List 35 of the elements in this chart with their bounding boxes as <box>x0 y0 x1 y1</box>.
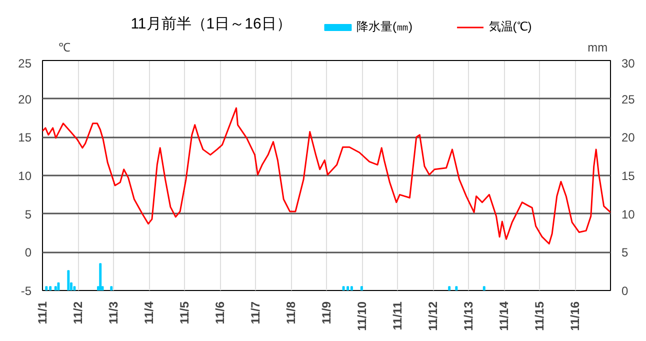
y-axis-title: ℃ <box>58 40 70 54</box>
y-tick-label: 20 <box>18 92 32 106</box>
x-tick-label: 11/12 <box>426 301 440 331</box>
x-tick-label: 11/6 <box>213 301 227 324</box>
x-tick-label: 11/14 <box>497 301 511 331</box>
x-tick-label: 11/2 <box>71 301 85 324</box>
x-tick-label: 11/5 <box>178 301 192 324</box>
x-tick-label: 11/7 <box>248 301 262 324</box>
y-tick-label: 10 <box>18 169 32 183</box>
x-tick-label: 11/9 <box>320 301 334 324</box>
y2-tick-label: 20 <box>622 130 636 145</box>
x-tick-label: 11/1 <box>36 301 50 324</box>
x-tick-label: 11/4 <box>142 301 156 324</box>
x-tick-label: 11/13 <box>462 301 476 331</box>
y-tick-label: -5 <box>20 284 32 298</box>
legend-label: 降水量(㎜) <box>356 20 412 34</box>
y2-tick-label: 0 <box>622 284 628 298</box>
x-tick-label: 11/8 <box>284 301 298 324</box>
chart-title: 11月前半（1日～16日） <box>130 16 292 32</box>
y2-tick-label: 30 <box>622 56 636 70</box>
x-tick-label: 11/10 <box>355 301 369 331</box>
y2-tick-label: 5 <box>622 246 628 260</box>
y2-tick-label: 15 <box>622 169 636 183</box>
x-tick-label: 11/16 <box>568 301 582 331</box>
legend-label: 気温(℃) <box>488 20 532 34</box>
y2-tick-label: 25 <box>622 92 636 106</box>
x-tick-label: 11/3 <box>106 301 120 324</box>
y2-axis-title: mm <box>588 40 608 54</box>
y-tick-label: 5 <box>24 207 32 222</box>
y-tick-label: 25 <box>18 56 32 70</box>
x-tick-label: 11/15 <box>532 301 546 331</box>
x-tick-label: 11/11 <box>390 301 404 330</box>
y-tick-label: 15 <box>18 130 32 145</box>
y-tick-label: 0 <box>24 246 32 260</box>
y2-tick-label: 10 <box>622 207 636 222</box>
